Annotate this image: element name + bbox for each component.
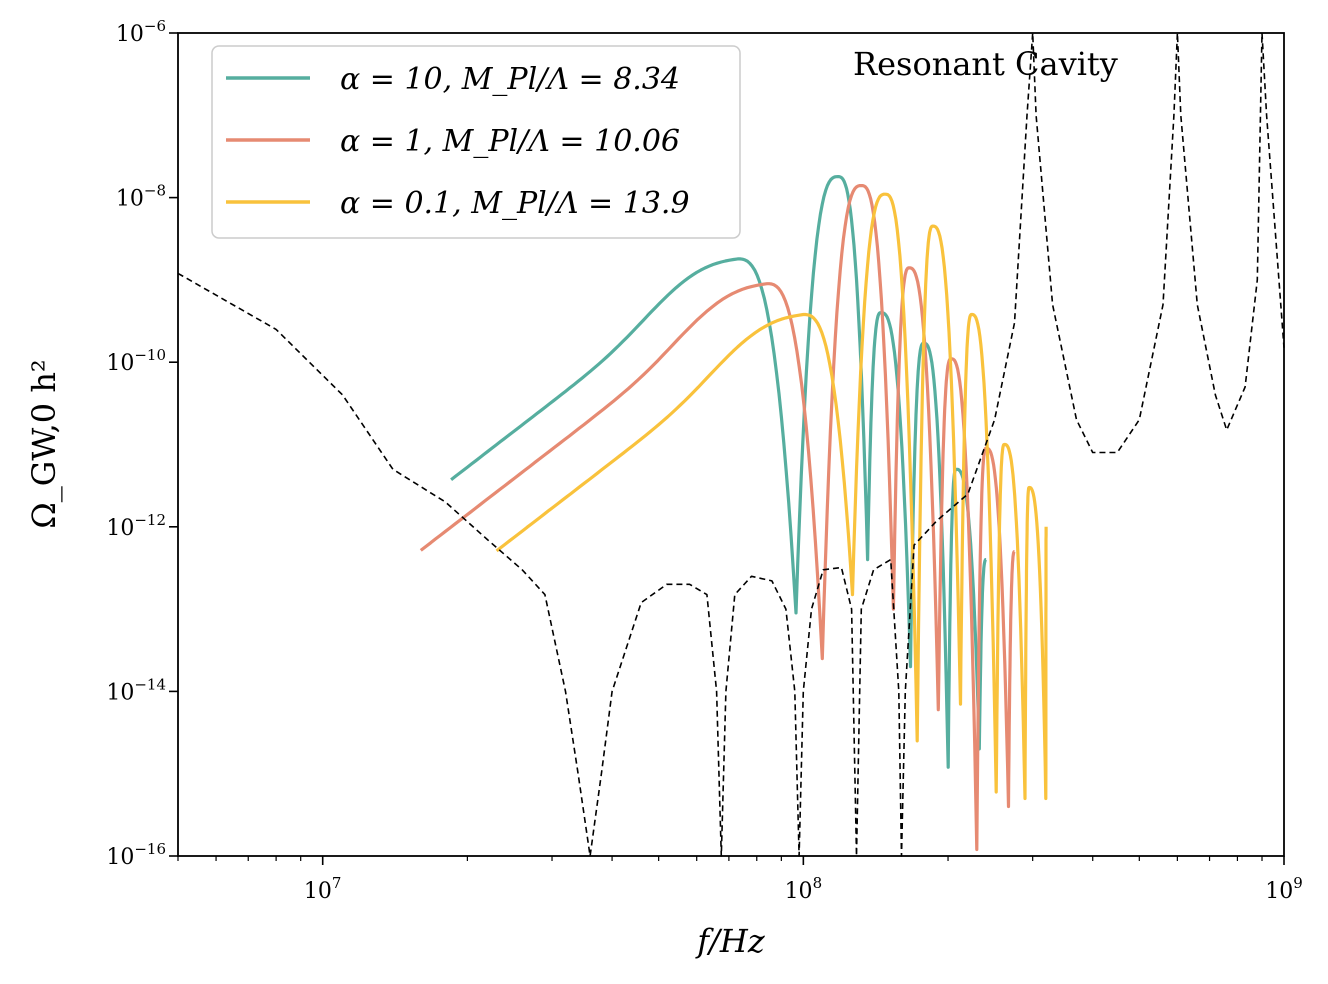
y-axis-title: Ω_GW,0 h² <box>25 359 63 529</box>
legend: α = 10, M_Pl/Λ = 8.34 α = 1, M_Pl/Λ = 10… <box>211 45 741 239</box>
legend-label-alpha-1: α = 1, M_Pl/Λ = 10.06 <box>340 124 680 159</box>
y-tick-label-1: 10−14 <box>106 675 166 705</box>
x-tick-label-2: 109 <box>1265 874 1303 904</box>
legend-label-alpha-0-1: α = 0.1, M_Pl/Λ = 13.9 <box>340 186 690 221</box>
ticks-layer: 107 108 109 10−16 10−14 10−12 10−10 10−8 10−6 <box>106 17 1302 904</box>
x-tick-label-0: 107 <box>304 874 342 904</box>
y-tick-label-4: 10−8 <box>116 182 166 212</box>
x-axis-title: f/Hz <box>695 922 766 960</box>
legend-box <box>211 45 741 239</box>
y-tick-label-3: 10−10 <box>106 346 166 376</box>
series-line-resonant-cavity <box>177 32 1285 857</box>
curves-layer <box>177 32 1285 857</box>
y-tick-label-5: 10−6 <box>116 17 166 47</box>
y-tick-label-0: 10−16 <box>106 840 166 870</box>
y-tick-label-2: 10−12 <box>106 511 166 541</box>
series-line-2 <box>495 192 1048 801</box>
legend-label-alpha-10: α = 10, M_Pl/Λ = 8.34 <box>340 62 680 97</box>
annotation-label: Resonant Cavity <box>853 45 1118 83</box>
plot-frame <box>177 32 1285 857</box>
x-tick-label-1: 108 <box>785 874 823 904</box>
